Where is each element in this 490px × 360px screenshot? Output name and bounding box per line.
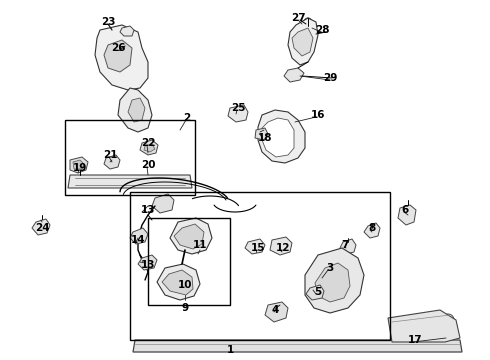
Text: 12: 12 [276,243,290,253]
Text: 9: 9 [181,303,189,313]
Polygon shape [265,302,288,322]
Polygon shape [133,340,462,352]
Polygon shape [68,175,192,188]
Text: 3: 3 [326,263,334,273]
Polygon shape [364,223,380,238]
Text: 6: 6 [401,205,409,215]
Polygon shape [262,118,294,157]
Text: 19: 19 [73,163,87,173]
Text: 2: 2 [183,113,191,123]
Polygon shape [288,18,318,65]
Polygon shape [162,270,193,295]
Polygon shape [306,285,324,300]
Text: 10: 10 [178,280,192,290]
Polygon shape [388,310,460,342]
Polygon shape [120,26,134,36]
Polygon shape [70,157,88,173]
Polygon shape [104,40,132,72]
Text: 15: 15 [251,243,265,253]
Polygon shape [174,224,204,249]
Polygon shape [152,194,174,213]
Text: 18: 18 [258,133,272,143]
Text: 17: 17 [408,335,422,345]
Polygon shape [245,239,265,254]
Polygon shape [95,25,148,90]
Text: 5: 5 [315,287,321,297]
Text: 21: 21 [103,150,117,160]
Text: 28: 28 [315,25,329,35]
Polygon shape [228,105,248,122]
Polygon shape [292,28,313,56]
Text: 14: 14 [131,235,146,245]
Polygon shape [157,264,200,300]
Text: 13: 13 [141,205,155,215]
Polygon shape [130,228,148,244]
Polygon shape [170,218,212,254]
Polygon shape [258,110,305,163]
Polygon shape [140,140,158,155]
Text: 22: 22 [141,138,155,148]
Text: 25: 25 [231,103,245,113]
Text: 8: 8 [368,223,376,233]
Polygon shape [340,239,356,254]
Polygon shape [32,219,50,235]
Polygon shape [315,263,350,302]
Bar [148,218,230,305]
Text: 27: 27 [291,13,305,23]
Polygon shape [270,237,292,255]
Text: 29: 29 [323,73,337,83]
Text: 16: 16 [311,110,325,120]
Polygon shape [73,160,84,169]
Text: 13: 13 [141,260,155,270]
Polygon shape [255,128,268,140]
Polygon shape [398,205,416,225]
Text: 23: 23 [101,17,115,27]
Polygon shape [284,68,304,82]
Text: 24: 24 [35,223,49,233]
Text: 26: 26 [111,43,125,53]
Polygon shape [305,248,364,313]
Bar [130,192,390,340]
Text: 11: 11 [193,240,207,250]
Text: 1: 1 [226,345,234,355]
Polygon shape [128,98,145,122]
Text: 4: 4 [271,305,279,315]
Polygon shape [104,155,120,169]
Bar [65,120,195,195]
Polygon shape [118,88,152,132]
Text: 20: 20 [141,160,155,170]
Text: 7: 7 [342,240,349,250]
Polygon shape [138,255,157,270]
Polygon shape [144,144,155,152]
